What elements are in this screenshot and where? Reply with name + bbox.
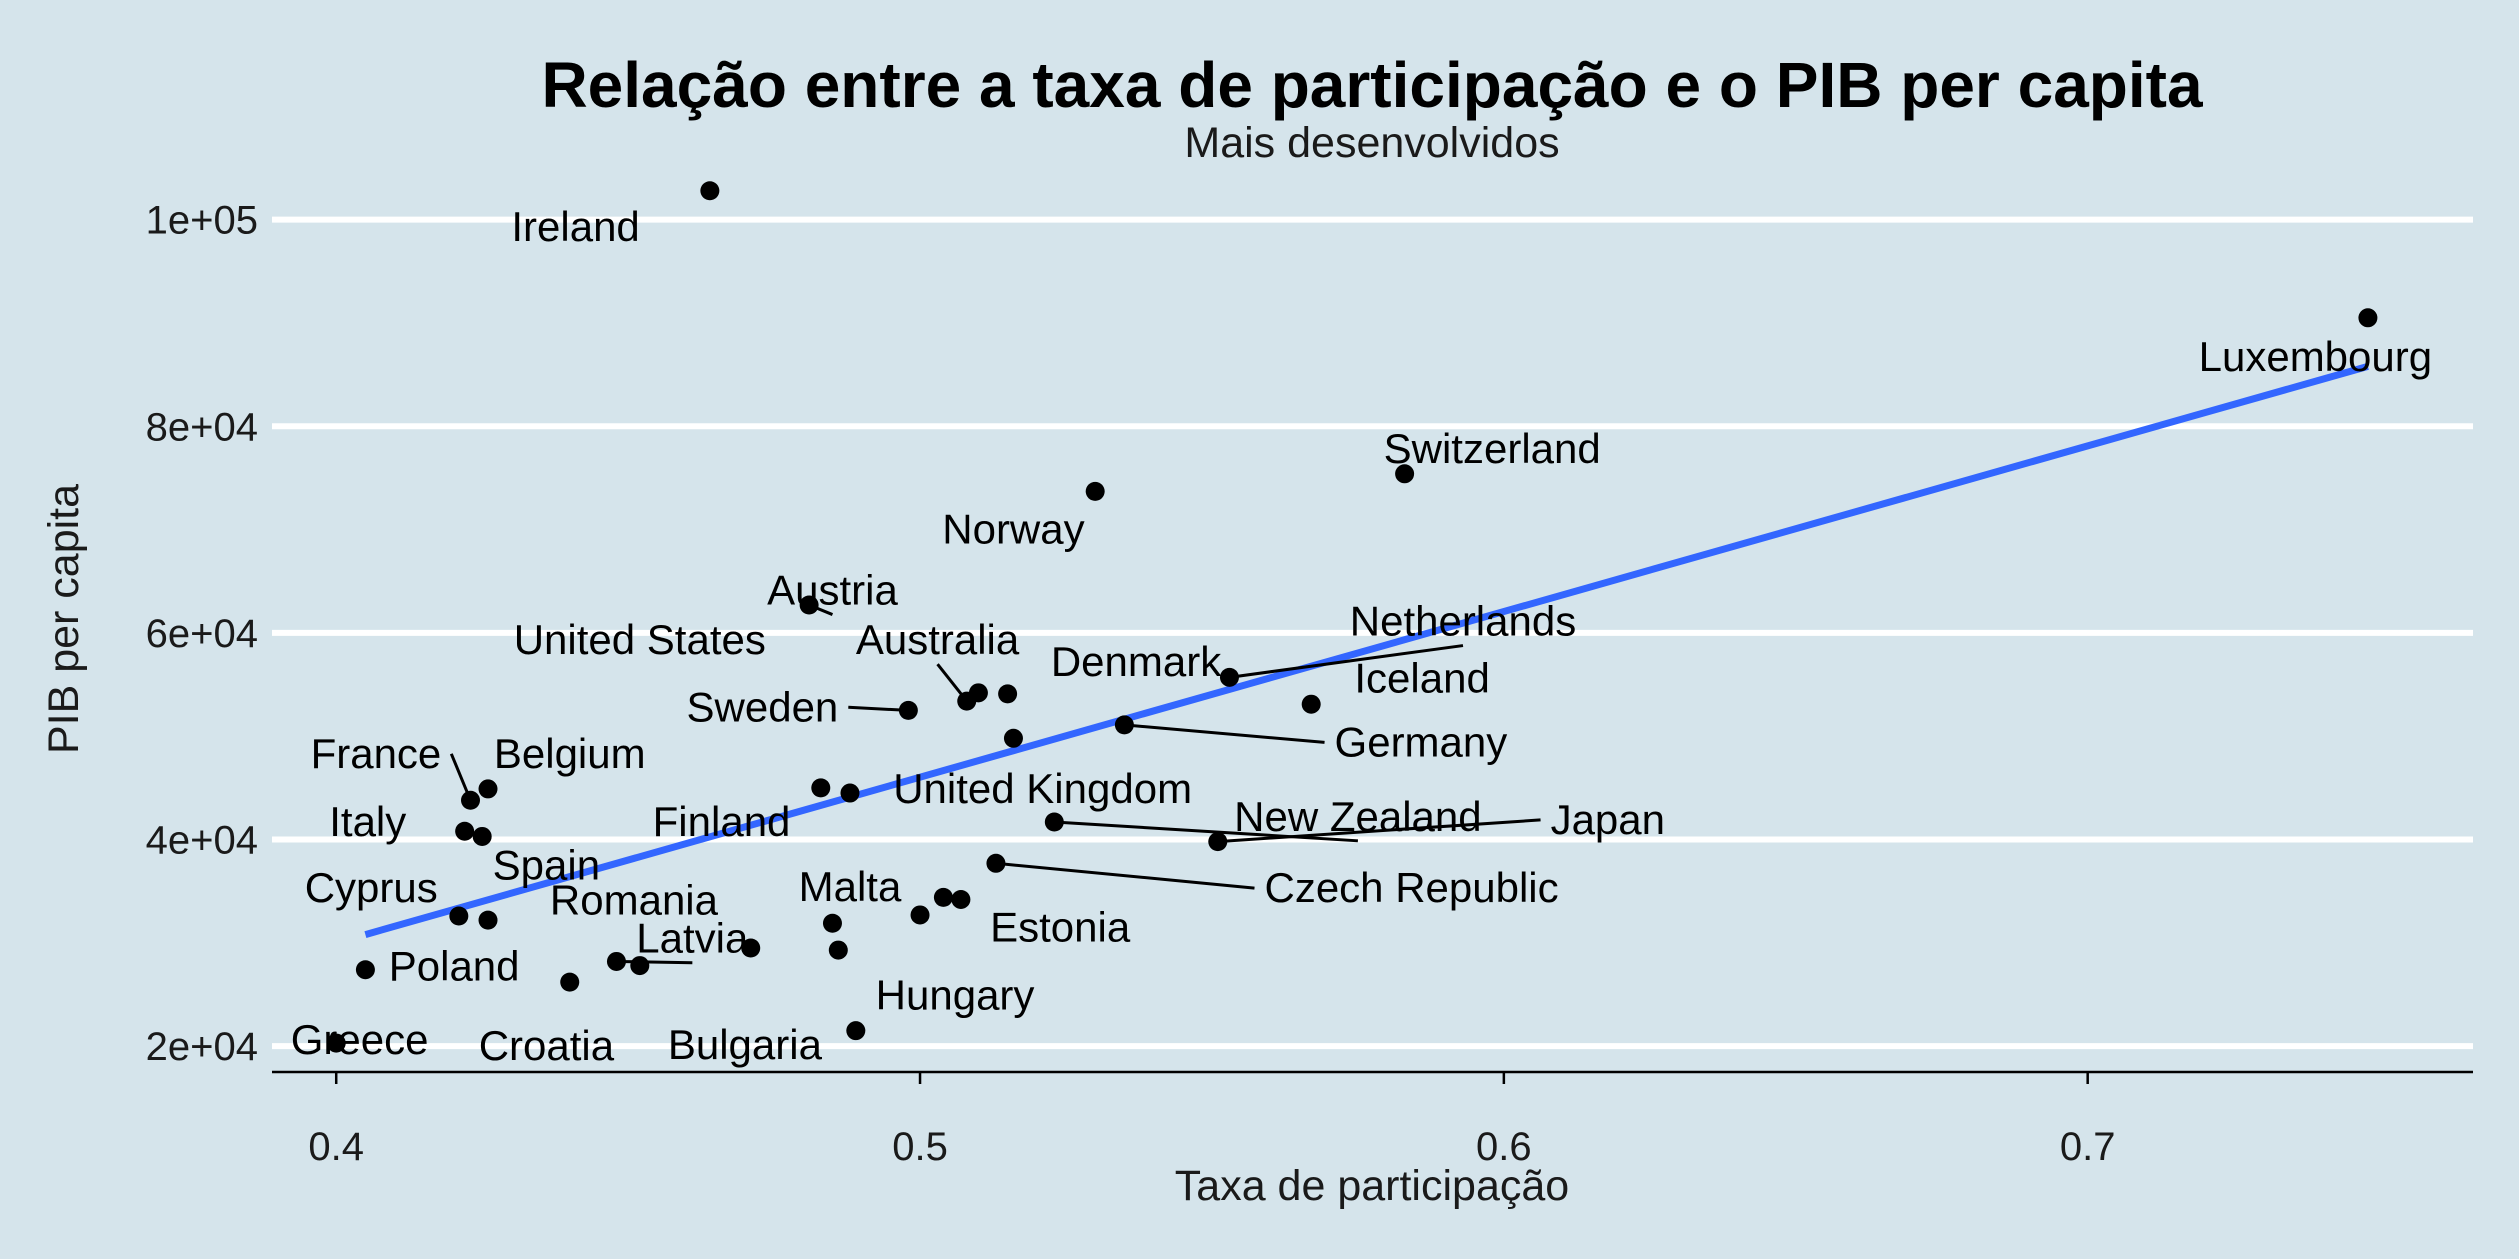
gridlines (272, 216, 2473, 1050)
y-axis-ticks: 2e+04 4e+04 6e+04 8e+04 1e+05 (146, 199, 258, 1070)
leader-line (1217, 818, 1541, 844)
point-label: Netherlands (1350, 598, 1576, 645)
y-tick-label: 8e+04 (146, 405, 258, 449)
data-point (478, 779, 498, 799)
point-label: New Zealand (1234, 793, 1481, 840)
data-point (828, 940, 848, 960)
leader-line (848, 705, 909, 712)
point-label: Denmark (1051, 638, 1222, 685)
point-label: Poland (389, 943, 520, 990)
point-labels: Ireland Luxembourg Switzerland Norway Austri… (291, 203, 2432, 1069)
point-label: Estonia (990, 903, 1131, 950)
x-axis-label: Taxa de participação (1175, 1162, 1569, 1210)
data-point (1114, 715, 1134, 735)
data-point (933, 887, 953, 907)
data-point (455, 821, 475, 841)
data-point (700, 181, 720, 201)
data-points (326, 181, 2378, 1053)
data-point (478, 910, 498, 930)
data-point (846, 1021, 866, 1041)
data-point (355, 960, 375, 980)
trend-line (364, 362, 2369, 938)
leader-line (1054, 820, 1358, 843)
chart-title: Relação entre a taxa de participação e o… (541, 49, 2203, 121)
point-label: Ireland (511, 203, 639, 250)
chart-subtitle: Mais desenvolvidos (1184, 119, 1559, 167)
point-label: Sweden (687, 683, 839, 730)
y-tick-label: 2e+04 (146, 1025, 258, 1069)
point-label: Iceland (1354, 654, 1489, 701)
data-point (326, 1033, 346, 1053)
label-leader-lines (449, 603, 1541, 965)
point-label: Greece (291, 1016, 429, 1063)
point-label: Spain (493, 841, 600, 888)
x-tick-label: 0.4 (308, 1125, 364, 1169)
data-point (1219, 667, 1239, 687)
y-tick-label: 1e+05 (146, 199, 258, 243)
data-point (910, 905, 930, 925)
point-label: Finland (653, 798, 791, 845)
leader-line (616, 959, 693, 965)
data-point (951, 889, 971, 909)
data-point (1208, 832, 1228, 852)
point-label: Norway (942, 506, 1084, 553)
point-label: Bulgaria (668, 1021, 823, 1068)
point-label: Malta (799, 863, 902, 910)
point-label: Switzerland (1384, 425, 1601, 472)
data-point (840, 783, 860, 803)
data-point (986, 853, 1006, 873)
data-point (472, 826, 492, 846)
leader-line (1124, 723, 1325, 744)
point-label: United States (514, 616, 766, 663)
point-label: Hungary (876, 972, 1035, 1019)
point-label: Latvia (636, 915, 749, 962)
data-point (898, 700, 918, 720)
data-point (449, 906, 469, 926)
data-point (957, 691, 977, 711)
point-label: Italy (329, 798, 406, 845)
point-label: Romania (550, 876, 719, 923)
data-point (1395, 464, 1415, 484)
point-label: Cyprus (305, 864, 438, 911)
x-axis-ticks: 0.4 0.5 0.6 0.7 (308, 1072, 2115, 1169)
data-point (741, 938, 761, 958)
point-label: Austria (767, 567, 898, 614)
data-point (1085, 481, 1105, 501)
data-point (460, 790, 480, 810)
data-point (799, 595, 819, 615)
point-label: Luxembourg (2199, 333, 2432, 380)
point-label: Australia (856, 616, 1020, 663)
point-label: Japan (1551, 796, 1665, 843)
leader-line (1229, 644, 1464, 679)
data-point (606, 951, 626, 971)
data-point (630, 956, 650, 976)
x-tick-label: 0.6 (1476, 1125, 1532, 1169)
leader-line (995, 861, 1255, 890)
x-tick-label: 0.7 (2060, 1125, 2116, 1169)
data-point (1003, 728, 1023, 748)
point-label: Belgium (494, 730, 646, 777)
data-point (1044, 812, 1064, 832)
data-point (811, 778, 831, 798)
x-tick-label: 0.5 (892, 1125, 948, 1169)
data-point (2358, 308, 2378, 328)
y-tick-label: 4e+04 (146, 819, 258, 863)
point-label: Czech Republic (1264, 864, 1558, 911)
point-label: United Kingdom (893, 765, 1192, 812)
data-point (560, 972, 580, 992)
point-label: Germany (1335, 718, 1508, 765)
point-label: Croatia (479, 1022, 615, 1069)
y-axis-label: PIB per capita (40, 484, 88, 754)
data-point (998, 684, 1018, 704)
y-tick-label: 6e+04 (146, 612, 258, 656)
point-label: France (311, 730, 442, 777)
data-point (822, 913, 842, 933)
data-point (1301, 694, 1321, 714)
